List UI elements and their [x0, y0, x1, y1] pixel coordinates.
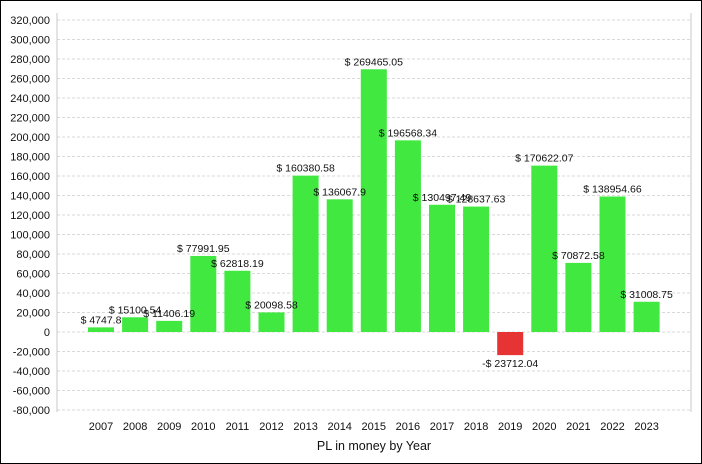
x-axis-ticks: 2007 2008 2009 2010 2011 2012 2013 2014 2015 2016… — [89, 421, 659, 433]
bar — [224, 270, 251, 332]
y-axis-ticks: -80,000 -60,000 -40,000 -20,000 0 20,000 40,00… — [10, 15, 50, 417]
data-label: $ 128637.63 — [447, 194, 506, 206]
bars — [88, 69, 660, 356]
bar — [463, 206, 490, 332]
bar — [565, 262, 592, 332]
y-tick-label: 220,000 — [10, 113, 50, 125]
y-tick-label: 260,000 — [10, 74, 50, 86]
data-labels: $ 4747.8$ 15100.54$ 11406.19 $ 77991.95 $ … — [81, 56, 673, 370]
x-tick-label: 2016 — [396, 421, 420, 433]
bar — [326, 199, 353, 332]
data-label: $ 20098.58 — [245, 299, 298, 311]
bar — [190, 255, 217, 332]
bar — [292, 175, 319, 332]
y-tick-label: 120,000 — [10, 210, 50, 222]
x-tick-label: 2013 — [293, 421, 317, 433]
x-tick-label: 2023 — [634, 421, 658, 433]
bar — [497, 332, 524, 356]
y-tick-label: 300,000 — [10, 35, 50, 47]
y-tick-label: 180,000 — [10, 152, 50, 164]
y-tick-label: 320,000 — [10, 15, 50, 27]
bar — [531, 165, 558, 332]
bar — [122, 317, 149, 332]
x-tick-label: 2012 — [259, 421, 283, 433]
y-tick-label: -80,000 — [13, 405, 50, 417]
y-tick-label: -60,000 — [13, 386, 50, 398]
y-tick-label: 0 — [44, 327, 50, 339]
data-label: $ 4747.8 — [81, 314, 122, 326]
x-tick-label: 2015 — [362, 421, 386, 433]
y-tick-label: 40,000 — [16, 288, 50, 300]
bar — [429, 204, 455, 332]
y-tick-label: 60,000 — [16, 269, 50, 281]
data-label: $ 160380.58 — [276, 163, 335, 175]
y-tick-label: 100,000 — [10, 230, 50, 242]
data-label: $ 77991.95 — [177, 243, 230, 255]
x-tick-label: 2008 — [123, 421, 147, 433]
y-tick-label: 20,000 — [16, 308, 50, 320]
x-tick-label: 2007 — [89, 421, 113, 433]
data-label: $ 136067.9 — [313, 186, 366, 198]
bar — [88, 327, 114, 332]
bar — [258, 312, 285, 332]
y-tick-label: -20,000 — [13, 347, 50, 359]
x-tick-label: 2010 — [191, 421, 215, 433]
y-tick-label: -40,000 — [13, 366, 50, 378]
y-tick-label: 140,000 — [10, 191, 50, 203]
data-label: $ 269465.05 — [345, 56, 404, 68]
data-label: $ 138954.66 — [583, 184, 642, 196]
data-label: $ 62818.19 — [211, 258, 264, 270]
x-tick-label: 2014 — [327, 421, 351, 433]
bar — [156, 320, 183, 332]
data-label: $ 31008.75 — [620, 289, 673, 301]
x-tick-label: 2009 — [157, 421, 181, 433]
data-label: $ 170622.07 — [515, 153, 574, 165]
bar — [360, 69, 387, 332]
data-label: -$ 23712.04 — [482, 358, 538, 370]
bar — [599, 196, 626, 332]
x-tick-label: 2017 — [430, 421, 454, 433]
x-tick-label: 2021 — [566, 421, 590, 433]
bar — [394, 140, 421, 332]
bar — [633, 301, 660, 332]
data-label: $ 11406.19 — [143, 308, 195, 320]
y-tick-label: 160,000 — [10, 171, 50, 183]
x-tick-label: 2018 — [464, 421, 488, 433]
data-label: $ 70872.58 — [552, 250, 605, 262]
data-label: $ 15100.54 — [109, 304, 162, 316]
data-label: $ 130497.49 — [413, 192, 472, 204]
x-tick-label: 2011 — [226, 421, 250, 433]
y-tick-label: 280,000 — [10, 54, 50, 66]
x-tick-label: 2019 — [498, 421, 522, 433]
y-tick-label: 200,000 — [10, 132, 50, 144]
x-tick-label: 2022 — [600, 421, 624, 433]
x-axis-title: PL in money by Year — [317, 439, 431, 453]
y-tick-label: 240,000 — [10, 93, 50, 105]
y-tick-label: 80,000 — [16, 249, 50, 261]
x-tick-label: 2020 — [532, 421, 556, 433]
data-label: $ 196568.34 — [379, 127, 438, 139]
